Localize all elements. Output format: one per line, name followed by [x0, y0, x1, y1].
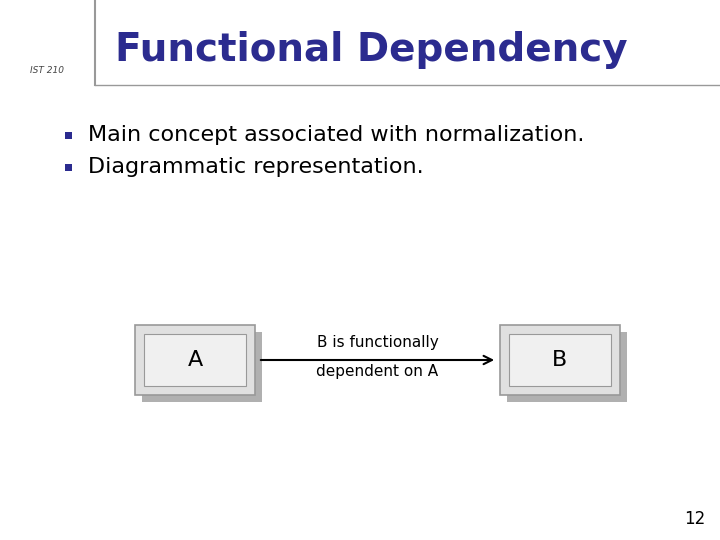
Text: Main concept associated with normalization.: Main concept associated with normalizati…	[88, 125, 585, 145]
FancyBboxPatch shape	[509, 334, 611, 386]
Text: dependent on A: dependent on A	[316, 364, 438, 379]
Text: Diagrammatic representation.: Diagrammatic representation.	[88, 157, 423, 177]
Text: A: A	[187, 350, 202, 370]
Text: B is functionally: B is functionally	[317, 335, 438, 350]
FancyBboxPatch shape	[135, 325, 255, 395]
FancyBboxPatch shape	[144, 334, 246, 386]
FancyBboxPatch shape	[500, 325, 620, 395]
FancyBboxPatch shape	[507, 332, 627, 402]
Text: Functional Dependency: Functional Dependency	[115, 31, 628, 69]
Text: B: B	[552, 350, 567, 370]
Text: IST 210: IST 210	[30, 66, 64, 75]
Text: 12: 12	[684, 510, 705, 528]
FancyBboxPatch shape	[65, 132, 71, 138]
FancyBboxPatch shape	[65, 164, 71, 171]
FancyBboxPatch shape	[142, 332, 262, 402]
